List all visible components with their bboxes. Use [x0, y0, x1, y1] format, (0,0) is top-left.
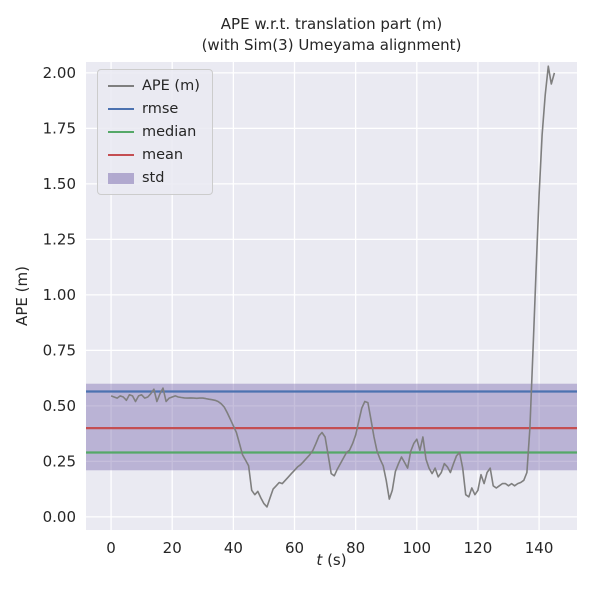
- y-tick-label: 0.25: [43, 452, 76, 470]
- legend-item-rmse: rmse: [108, 101, 200, 117]
- legend-item-ape: APE (m): [108, 78, 200, 94]
- y-tick-label: 1.25: [43, 230, 76, 248]
- median-line-swatch: [108, 130, 134, 134]
- x-axis-label-unit: (s): [322, 551, 347, 569]
- ape-line: [110, 65, 556, 508]
- legend-label-rmse: rmse: [142, 101, 179, 117]
- x-tick-label: 80: [346, 539, 365, 557]
- y-axis-label: APE (m): [13, 266, 31, 326]
- legend-item-median: median: [108, 124, 200, 140]
- x-tick-label: 0: [106, 539, 116, 557]
- x-tick-label: 120: [464, 539, 493, 557]
- x-axis-label-variable: t: [316, 551, 323, 569]
- legend-label-mean: mean: [142, 147, 184, 163]
- legend-label-ape: APE (m): [142, 78, 200, 94]
- legend-item-mean: mean: [108, 147, 200, 163]
- x-tick-label: 140: [525, 539, 554, 557]
- y-tick-label: 0.75: [43, 341, 76, 359]
- mean-line-swatch: [108, 153, 134, 157]
- ape-line-swatch: [108, 84, 134, 88]
- x-axis-label: t (s): [86, 551, 577, 569]
- legend-item-std: std: [108, 170, 200, 186]
- x-tick-label: 100: [402, 539, 431, 557]
- y-tick-label: 1.50: [43, 175, 76, 193]
- rmse-line-swatch: [108, 107, 134, 111]
- legend: APE (m) rmse median mean std: [97, 69, 213, 195]
- chart-title: APE w.r.t. translation part (m) (with Si…: [201, 15, 462, 54]
- y-tick-label: 0.50: [43, 397, 76, 415]
- x-tick-label: 20: [163, 539, 182, 557]
- std-band: [86, 383, 577, 471]
- y-tick-label: 1.00: [43, 286, 76, 304]
- y-tick-label: 2.00: [43, 64, 76, 82]
- y-tick-label: 0.00: [43, 508, 76, 526]
- legend-label-std: std: [142, 170, 165, 186]
- x-tick-label: 60: [285, 539, 304, 557]
- y-tick-label: 1.75: [43, 119, 76, 137]
- x-tick-label: 40: [224, 539, 243, 557]
- std-patch-swatch: [108, 172, 134, 184]
- legend-label-median: median: [142, 124, 197, 140]
